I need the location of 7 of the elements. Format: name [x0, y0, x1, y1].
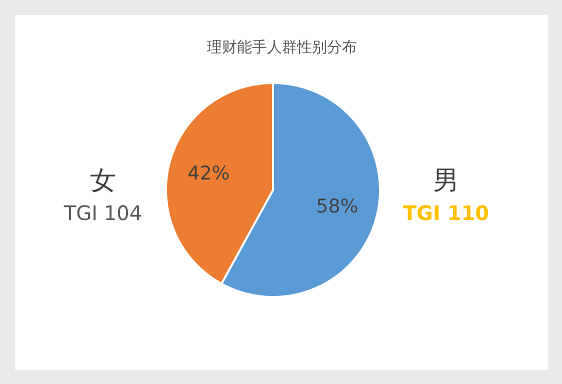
text: TGI 110 [402, 201, 490, 225]
data-label: 42% [188, 162, 230, 184]
slice-label: 女 [90, 166, 116, 196]
data-label: 58% [316, 196, 358, 218]
text: TGI 104 [62, 201, 142, 225]
slice-label: 男 [433, 166, 459, 196]
chart-title: 理财能手人群性别分布 [207, 38, 357, 56]
